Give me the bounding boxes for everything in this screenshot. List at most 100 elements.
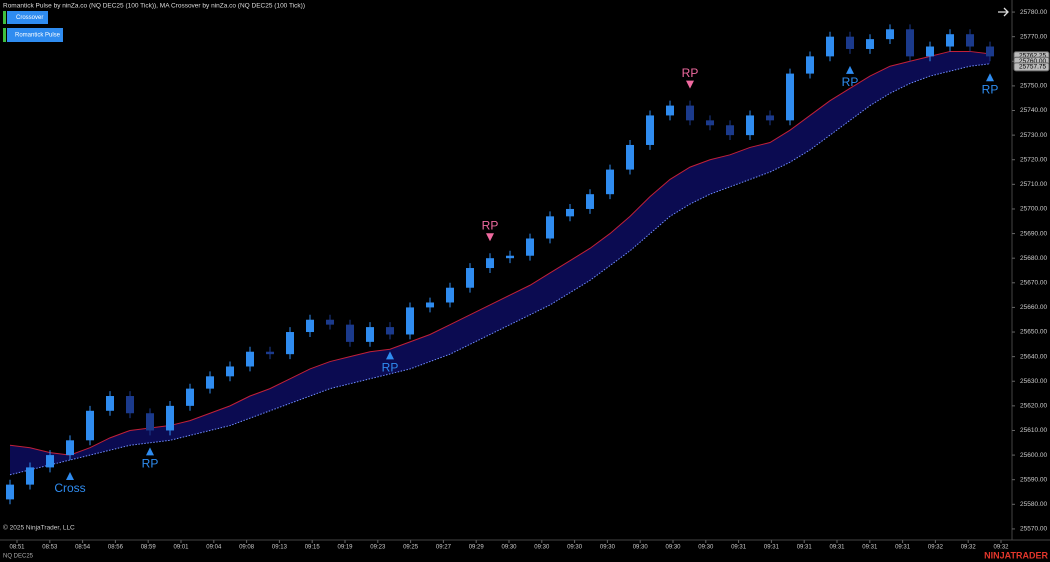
signal-label: RP: [682, 66, 699, 80]
x-tick-label: 09:30: [567, 545, 583, 551]
signal-label: RP: [142, 457, 159, 471]
candle-body: [306, 319, 314, 333]
x-tick-label: 09:27: [436, 545, 452, 551]
candle-body: [786, 73, 794, 121]
brand-logo: NINJATRADER: [984, 550, 1048, 560]
indicator-title: Romantick Pulse by ninZa.co (NQ DEC25 (1…: [3, 3, 305, 10]
x-tick-label: 09:15: [305, 545, 321, 551]
candle-body: [66, 440, 74, 456]
y-tick-label: 25620.00: [1020, 403, 1047, 410]
candle-body: [666, 105, 674, 116]
candle-body: [866, 39, 874, 49]
romantick-button[interactable]: [7, 28, 63, 42]
button-label[interactable]: Crossover: [16, 15, 43, 21]
candle-body: [546, 216, 554, 239]
signal-arrow: [986, 73, 994, 82]
candle-body: [186, 388, 194, 406]
candle-body: [246, 351, 254, 367]
candle-body: [286, 332, 294, 355]
y-tick-label: 25640.00: [1020, 353, 1047, 360]
y-tick-label: 25770.00: [1020, 33, 1047, 40]
candle-body: [206, 376, 214, 389]
y-tick-label: 25780.00: [1020, 9, 1047, 16]
price-marker-label: 25757.75: [1019, 64, 1046, 71]
signal-label: RP: [382, 361, 399, 375]
candle-body: [606, 169, 614, 195]
candle-body: [906, 29, 914, 57]
candle-body: [226, 366, 234, 377]
y-tick-label: 25680.00: [1020, 255, 1047, 262]
candle-body: [126, 396, 134, 414]
candle-body: [26, 467, 34, 485]
candle-body: [346, 324, 354, 342]
candle-body: [686, 105, 694, 121]
signal-arrow: [686, 80, 694, 89]
x-tick-label: 09:32: [961, 545, 977, 551]
candle-body: [966, 34, 974, 47]
y-tick-label: 25600.00: [1020, 452, 1047, 459]
candle-body: [146, 413, 154, 431]
button-label[interactable]: Romantick Pulse: [15, 33, 61, 39]
crossover-button[interactable]: [7, 11, 48, 24]
signal-arrow: [846, 65, 854, 74]
x-tick-label: 09:30: [665, 545, 681, 551]
x-tick-label: 09:29: [469, 545, 485, 551]
y-tick-label: 25580.00: [1020, 501, 1047, 508]
x-tick-label: 09:30: [501, 545, 517, 551]
button-marker: [3, 28, 6, 42]
x-tick-label: 09:31: [862, 545, 878, 551]
candle-body: [106, 396, 114, 411]
x-tick-label: 09:30: [534, 545, 550, 551]
x-tick-label: 09:30: [600, 545, 616, 551]
x-tick-label: 09:31: [829, 545, 845, 551]
y-tick-label: 25570.00: [1020, 526, 1047, 533]
button-marker: [3, 11, 6, 24]
candle-body: [506, 255, 514, 259]
x-tick-label: 09:32: [993, 545, 1009, 551]
price-marker-label: 25760.00: [1019, 58, 1046, 65]
candle-body: [706, 120, 714, 126]
signal-arrow: [386, 351, 394, 360]
candle-body: [826, 36, 834, 57]
price-marker: [1013, 62, 1050, 72]
x-tick-label: 08:53: [42, 545, 58, 551]
candle-body: [726, 125, 734, 136]
y-tick-label: 25670.00: [1020, 280, 1047, 287]
x-tick-label: 09:25: [403, 545, 419, 551]
y-tick-label: 25610.00: [1020, 427, 1047, 434]
price-marker-label: 25762.25: [1019, 52, 1046, 59]
candle-body: [526, 238, 534, 256]
candle-body: [626, 144, 634, 170]
y-tick-label: 25740.00: [1020, 107, 1047, 114]
x-tick-label: 08:56: [108, 545, 124, 551]
signal-arrow: [146, 447, 154, 456]
signal-arrow: [66, 472, 74, 481]
candle-body: [926, 46, 934, 57]
candle-body: [946, 34, 954, 47]
x-tick-label: 09:32: [928, 545, 944, 551]
candle-body: [426, 302, 434, 308]
band-fill: [10, 51, 990, 475]
candle-body: [566, 208, 574, 217]
y-tick-label: 25700.00: [1020, 206, 1047, 213]
candle-body: [466, 268, 474, 288]
x-tick-label: 09:19: [337, 545, 353, 551]
candle-body: [586, 194, 594, 209]
plot-area: [6, 24, 994, 505]
candle-body: [746, 115, 754, 136]
candle-body: [886, 29, 894, 40]
arrow-icon[interactable]: [998, 7, 1009, 17]
x-tick-label: 09:30: [698, 545, 714, 551]
candle-body: [486, 258, 494, 269]
candle-body: [406, 307, 414, 335]
candle-body: [646, 115, 654, 145]
y-tick-label: 25630.00: [1020, 378, 1047, 385]
candle-body: [366, 327, 374, 342]
x-tick-label: 09:01: [173, 545, 189, 551]
signal-arrow: [486, 233, 494, 242]
candle-body: [446, 287, 454, 303]
y-tick-label: 25750.00: [1020, 83, 1047, 90]
x-tick-label: 09:31: [764, 545, 780, 551]
candle-body: [806, 56, 814, 74]
